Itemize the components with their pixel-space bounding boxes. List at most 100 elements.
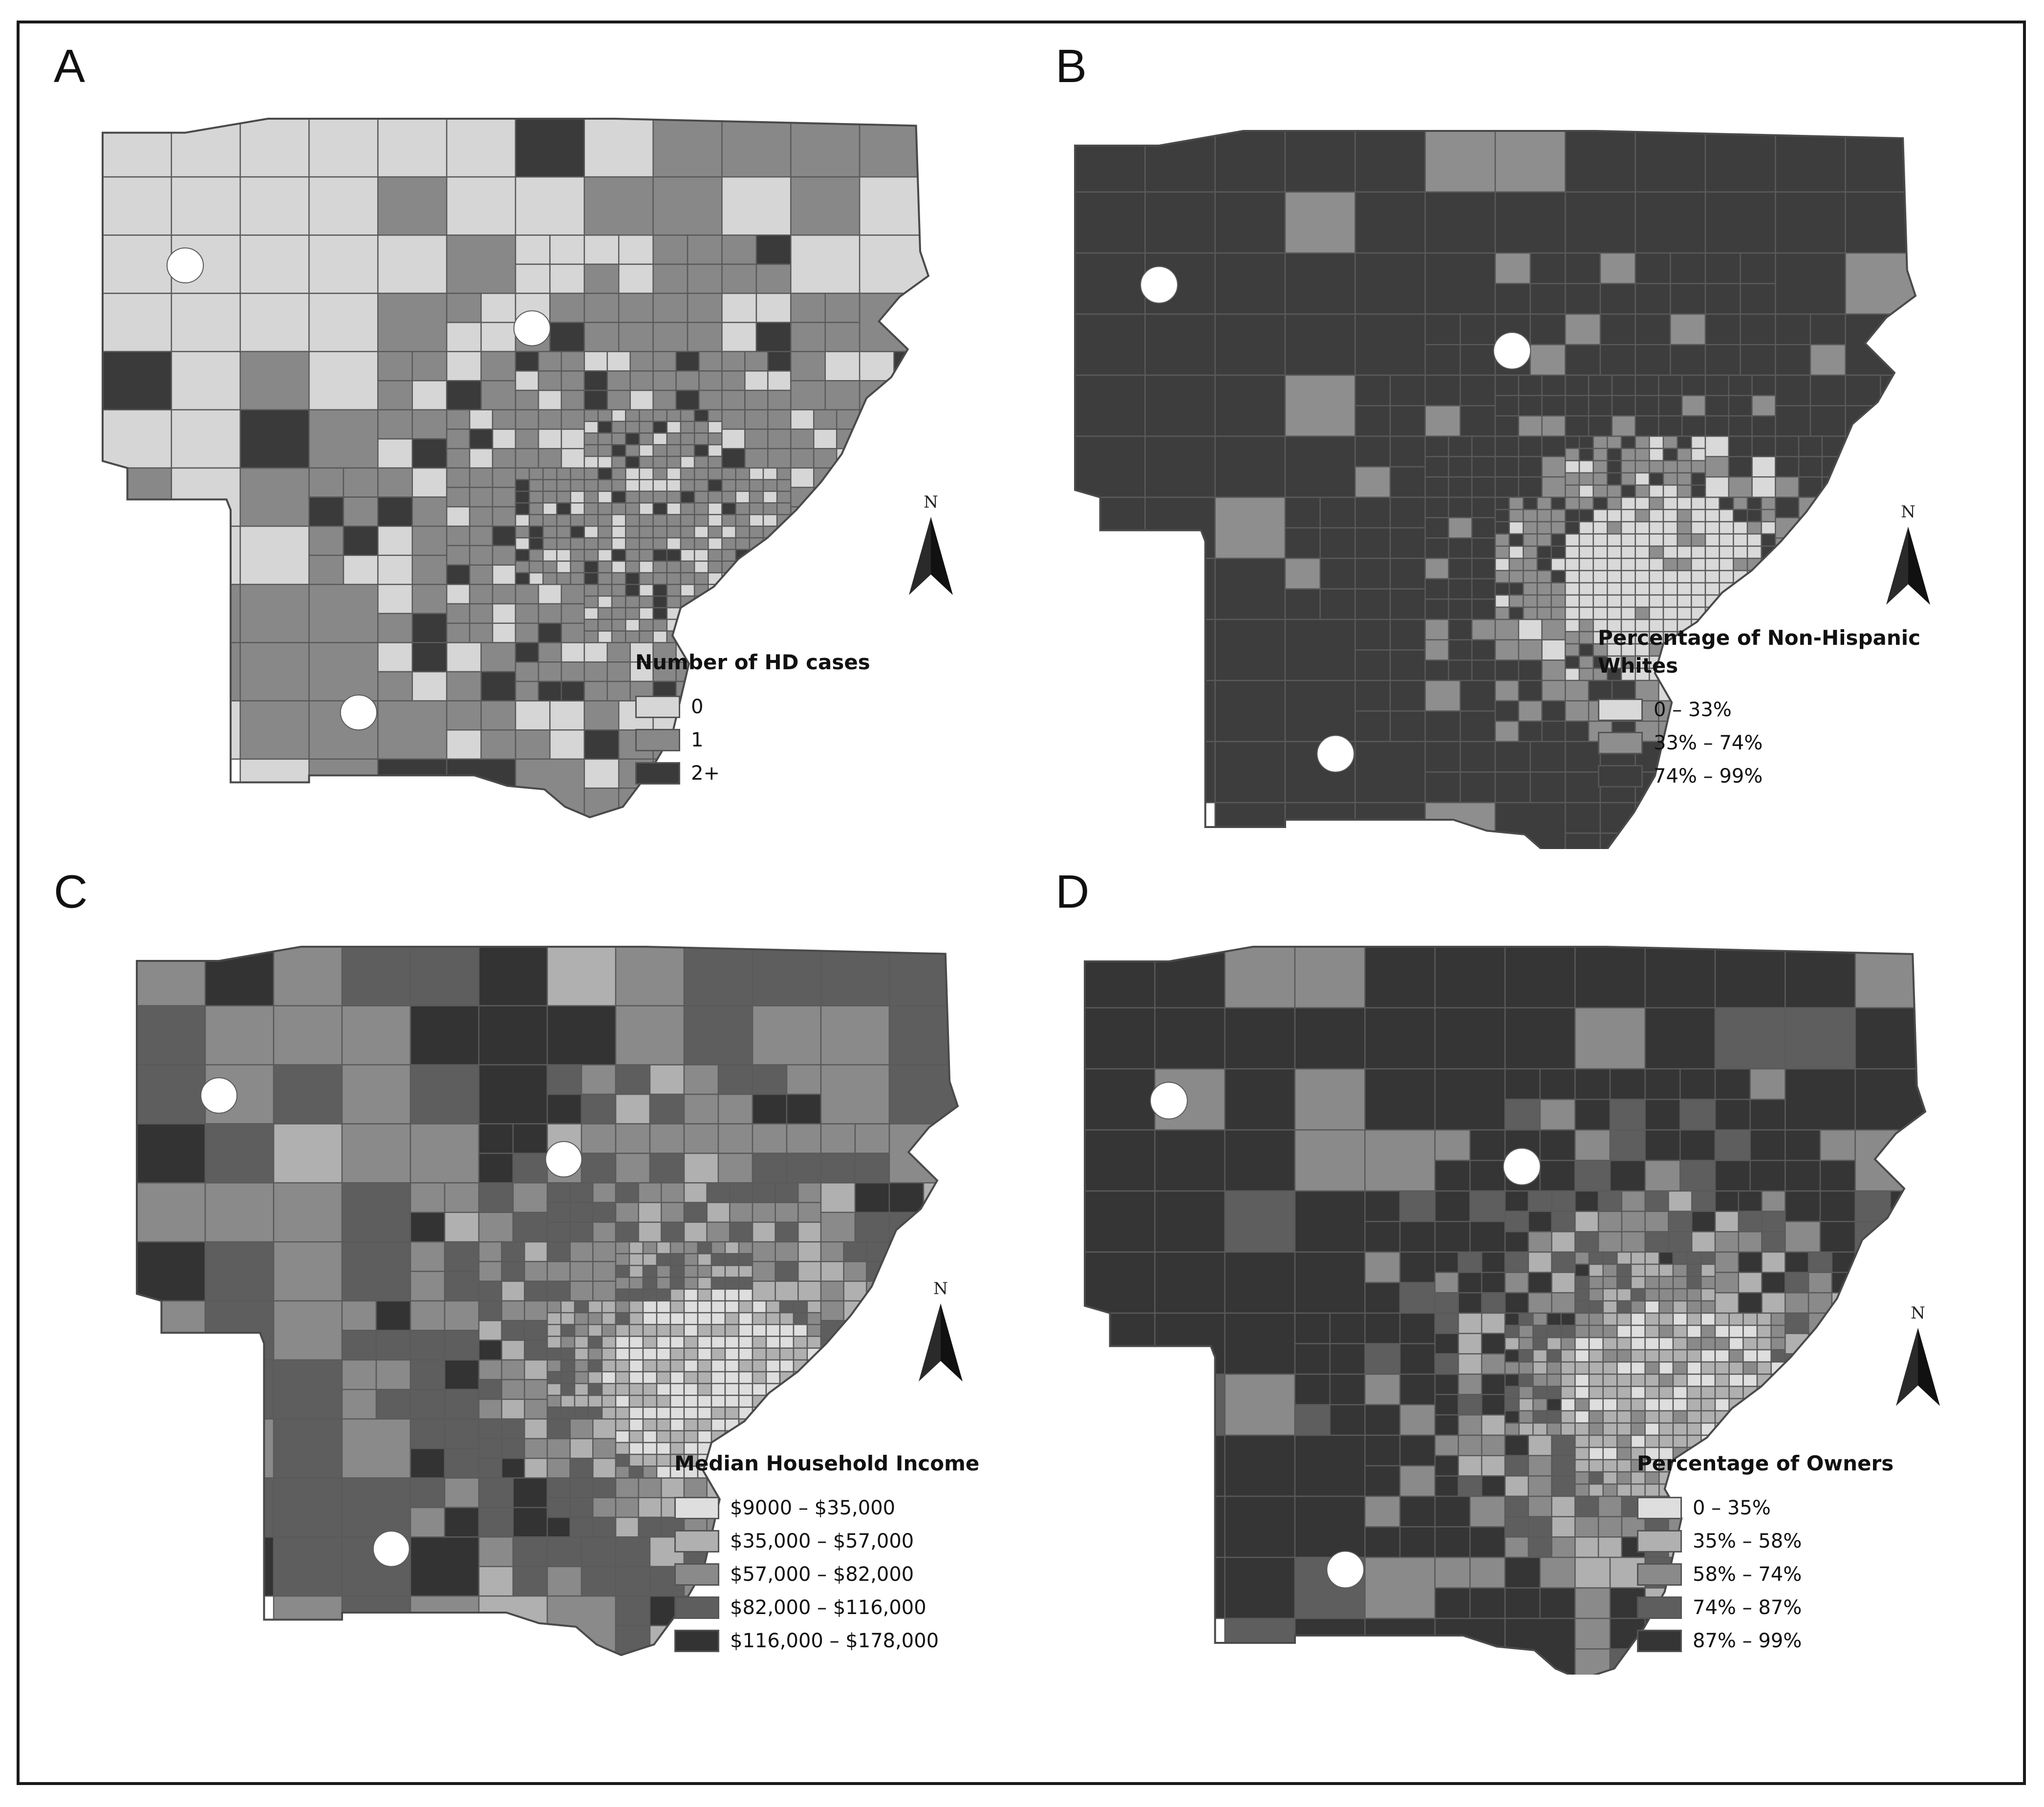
- census-tract: [583, 642, 608, 663]
- census-tract: [549, 293, 585, 323]
- census-tract: [1469, 1160, 1506, 1192]
- census-tract: [377, 671, 413, 702]
- census-tract: [1075, 496, 1146, 559]
- census-tract: [1740, 283, 1776, 315]
- census-tract: [1523, 509, 1538, 523]
- census-tract: [1560, 1349, 1576, 1363]
- census-tract: [592, 1477, 617, 1499]
- census-tract: [501, 1241, 525, 1262]
- census-tract: [1471, 537, 1496, 559]
- census-tract: [1550, 533, 1566, 547]
- census-tract: [1565, 771, 1601, 804]
- census-tract: [752, 1202, 776, 1223]
- census-tract: [752, 1324, 767, 1337]
- census-tract: [693, 467, 709, 481]
- census-tract: [341, 1330, 377, 1361]
- census-tract: [615, 1395, 630, 1408]
- census-tract: [1588, 1410, 1604, 1424]
- census-tract: [1574, 1648, 1611, 1675]
- census-tract: [615, 1312, 630, 1325]
- census-tract: [1686, 1312, 1702, 1326]
- census-tract: [1504, 1337, 1520, 1351]
- census-tract: [1494, 496, 1510, 510]
- census-tract: [615, 1064, 651, 1095]
- census-tract: [1704, 582, 1720, 596]
- census-tract: [767, 351, 792, 372]
- census-tract: [669, 1300, 685, 1314]
- census-tract: [649, 1093, 685, 1125]
- census-tract: [797, 1261, 822, 1282]
- census-tract: [560, 1324, 576, 1337]
- census-tract: [560, 389, 585, 411]
- census-tract: [343, 554, 379, 585]
- lake: [340, 694, 378, 731]
- census-tract: [611, 514, 626, 527]
- census-tract: [1775, 374, 1811, 406]
- census-tract: [1854, 1068, 1925, 1131]
- census-tract: [1662, 435, 1678, 449]
- census-tract: [625, 432, 640, 446]
- census-tract: [1770, 1349, 1786, 1363]
- census-tract: [1607, 435, 1622, 449]
- census-tract: [546, 1312, 562, 1325]
- census-tract: [560, 409, 585, 430]
- census-tract: [409, 1477, 446, 1509]
- census-tract: [683, 1265, 699, 1278]
- census-tract: [762, 514, 778, 527]
- census-tract: [1494, 570, 1510, 584]
- census-tract: [1588, 1349, 1604, 1363]
- census-tract: [409, 1389, 446, 1420]
- census-tract: [752, 1382, 767, 1396]
- census-tract: [1469, 1495, 1506, 1528]
- census-tract: [515, 490, 530, 504]
- census-tract: [1609, 1068, 1646, 1100]
- census-tract: [888, 1005, 958, 1065]
- census-tract: [446, 729, 482, 760]
- census-tract: [1434, 1455, 1459, 1477]
- census-tract: [639, 630, 654, 643]
- census-tract: [721, 119, 792, 178]
- census-tract: [652, 584, 668, 597]
- census-tract: [1672, 1276, 1688, 1290]
- census-tract: [820, 1261, 844, 1282]
- census-tract: [813, 487, 838, 508]
- census-tract: [683, 1152, 719, 1184]
- census-tract: [592, 1182, 617, 1203]
- census-tract: [409, 1359, 446, 1390]
- panel-c: C N Median Household Income $9000 – $35,…: [20, 849, 1021, 1675]
- census-tract: [652, 389, 677, 411]
- census-tract: [1224, 1068, 1296, 1131]
- census-tract: [574, 1300, 589, 1314]
- census-tract: [738, 1288, 753, 1302]
- census-tract: [1389, 405, 1426, 437]
- census-tract: [1085, 1190, 1156, 1253]
- census-tract: [735, 490, 751, 504]
- census-tract: [1746, 545, 1762, 559]
- census-tract: [515, 234, 551, 265]
- census-tract: [762, 502, 778, 515]
- census-tract: [574, 1324, 589, 1337]
- census-tract: [1691, 435, 1706, 449]
- census-tract: [549, 263, 585, 294]
- census-tract: [1756, 1337, 1772, 1351]
- census-tract: [790, 351, 826, 382]
- census-tract: [583, 467, 599, 481]
- census-tract: [1364, 1343, 1401, 1375]
- census-tract: [697, 1371, 712, 1384]
- census-tract: [854, 1123, 890, 1154]
- census-tract: [1704, 456, 1730, 478]
- census-tract: [549, 729, 585, 760]
- census-tract: [515, 560, 530, 574]
- census-tract: [652, 176, 723, 236]
- census-tract: [1644, 1211, 1669, 1233]
- census-tract: [1686, 1361, 1702, 1375]
- census-tract: [1434, 1394, 1459, 1416]
- census-tract: [687, 321, 723, 352]
- census-tract: [1602, 1483, 1618, 1497]
- census-tract: [512, 1566, 548, 1597]
- census-tract: [752, 1300, 767, 1314]
- census-tract: [501, 1379, 525, 1400]
- census-tract: [538, 584, 562, 605]
- census-tract: [611, 490, 626, 504]
- census-tract: [560, 351, 585, 372]
